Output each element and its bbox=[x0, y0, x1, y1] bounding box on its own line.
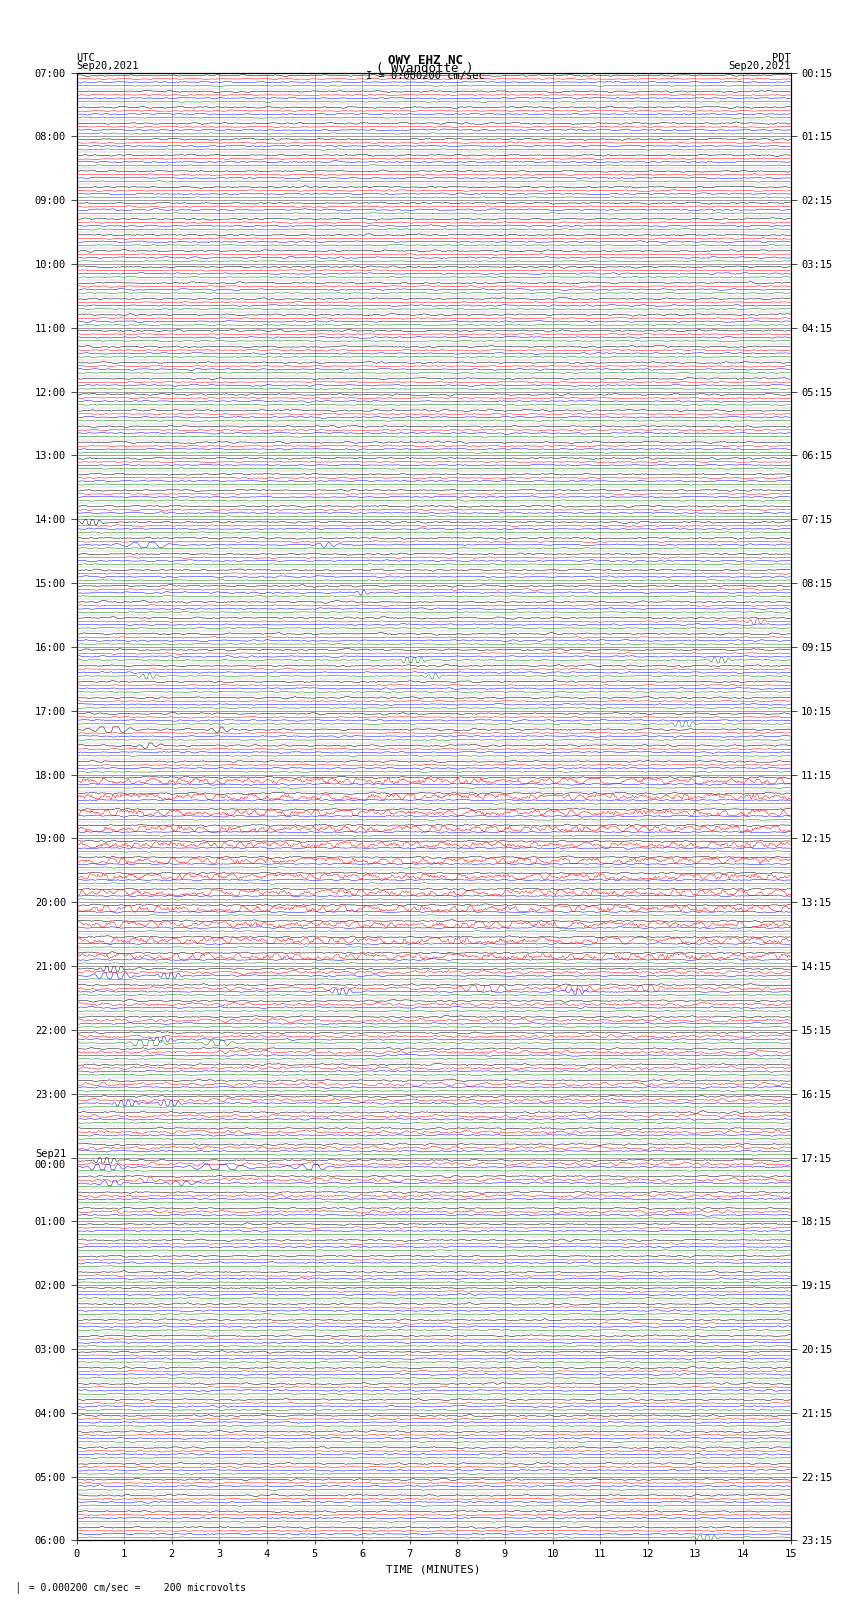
Text: PDT: PDT bbox=[772, 53, 791, 63]
X-axis label: TIME (MINUTES): TIME (MINUTES) bbox=[386, 1565, 481, 1574]
Text: I = 0.000200 cm/sec: I = 0.000200 cm/sec bbox=[366, 71, 484, 81]
Text: Sep20,2021: Sep20,2021 bbox=[728, 61, 791, 71]
Text: Sep20,2021: Sep20,2021 bbox=[76, 61, 139, 71]
Text: ▏ = 0.000200 cm/sec =    200 microvolts: ▏ = 0.000200 cm/sec = 200 microvolts bbox=[17, 1581, 246, 1594]
Text: UTC: UTC bbox=[76, 53, 95, 63]
Text: OWY EHZ NC: OWY EHZ NC bbox=[388, 53, 462, 68]
Text: ( Wyandotte ): ( Wyandotte ) bbox=[377, 61, 473, 76]
